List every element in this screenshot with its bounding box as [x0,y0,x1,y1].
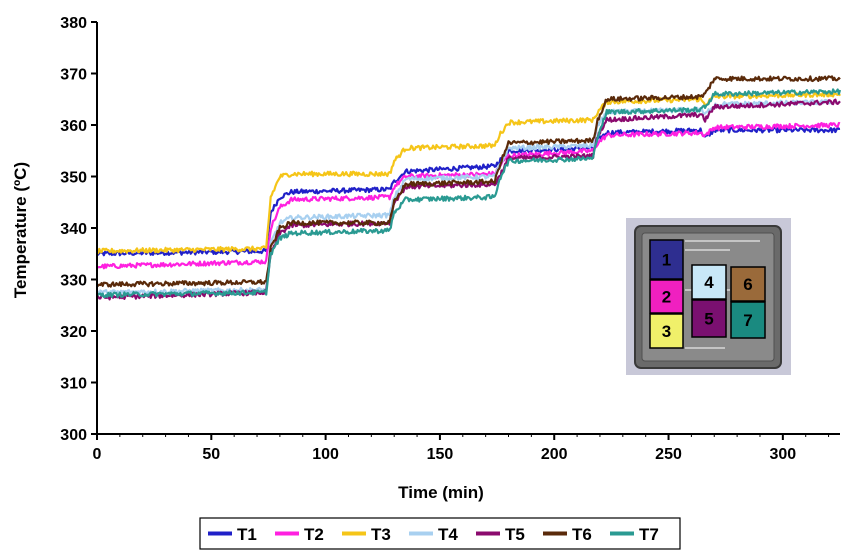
inset-block-2 [649,279,684,314]
inset-block-7 [730,301,766,339]
y-tick-label: 300 [60,427,87,444]
y-tick-label: 360 [60,118,87,135]
inset-block-4 [691,264,727,300]
x-tick-label: 200 [541,446,568,463]
legend-label-t3: T3 [371,525,391,544]
y-axis-label: Temperature (ºC) [11,162,30,298]
legend-label-t4: T4 [438,525,458,544]
inset-block-6 [730,266,766,302]
x-tick-label: 250 [655,446,682,463]
y-tick-label: 350 [60,170,87,187]
x-axis-label: Time (min) [398,483,484,502]
y-ticks: 300 310 320 330 340 350 360 370 380 [60,15,97,444]
inset-block-5 [691,299,727,338]
y-tick-label: 310 [60,376,87,393]
legend-label-t1: T1 [237,525,257,544]
x-tick-label: 100 [312,446,339,463]
inset-block-label-3: 3 [662,322,671,341]
legend-label-t5: T5 [505,525,525,544]
series-line-t1 [96,126,841,257]
y-tick-label: 340 [60,221,87,238]
inset-block-3 [649,313,684,349]
series-line-t6 [96,75,841,288]
inset-block-label-6: 6 [743,275,752,294]
sensor-layout-inset: 1 2 3 4 5 6 7 [626,218,791,375]
x-tick-label: 50 [202,446,220,463]
inset-block-1 [649,239,684,280]
series-line-t3 [95,91,841,255]
legend-label-t7: T7 [639,525,659,544]
x-ticks: 0 50 100 150 200 250 300 [93,434,830,463]
y-tick-label: 330 [60,273,87,290]
y-tick-label: 320 [60,324,87,341]
x-tick-label: 300 [769,446,796,463]
legend-items: T1 T2 T3 T4 T5 T6 T7 [208,525,659,544]
legend-label-t2: T2 [304,525,324,544]
inset-block-label-4: 4 [704,273,714,292]
inset-block-label-1: 1 [662,251,671,270]
inset-block-label-7: 7 [743,311,752,330]
x-tick-label: 150 [427,446,454,463]
x-tick-label: 0 [93,446,102,463]
inset-block-label-5: 5 [704,310,713,329]
inset-block-label-2: 2 [662,288,671,307]
y-tick-label: 380 [60,15,87,32]
series-layer [95,75,841,301]
legend-label-t6: T6 [572,525,592,544]
legend: T1 T2 T3 T4 T5 T6 T7 [199,517,681,550]
series-line-t7 [96,88,841,299]
inset-blocks: 1 2 3 4 5 6 7 [649,239,766,349]
y-tick-label: 370 [60,67,87,84]
